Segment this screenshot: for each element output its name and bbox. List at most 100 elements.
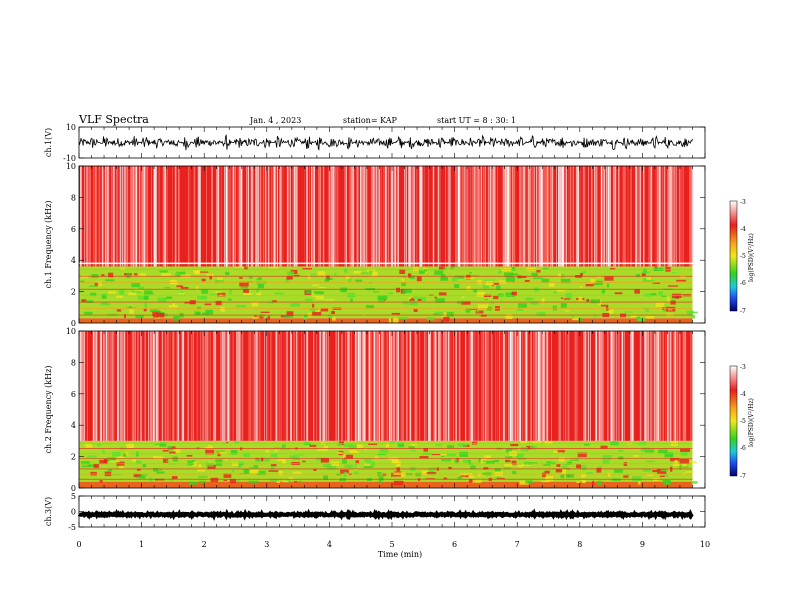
ch1-spectrogram-streak xyxy=(471,166,474,267)
ch1-spectrogram-streak xyxy=(231,166,233,267)
start-time-label: start UT = 8 : 30: 1 xyxy=(437,116,516,125)
x-tick-label: 10 xyxy=(700,540,710,549)
ch2-spectrogram-texture xyxy=(446,453,456,457)
ch1-spectrogram-streak xyxy=(568,166,570,267)
ch2-spectrogram-streak xyxy=(176,331,177,441)
ch1-spectrogram-streak xyxy=(532,166,534,267)
ch1-spectrogram-streak xyxy=(147,166,148,267)
ch2-spectrogram-texture xyxy=(93,463,100,468)
ch1-spectrogram-texture xyxy=(236,304,246,308)
ch1-spectrogram-texture xyxy=(636,274,640,277)
ch2-spectrogram-streak xyxy=(337,331,340,441)
ch1-spectrogram-streak xyxy=(104,166,105,267)
ch2-spectrogram-texture xyxy=(392,458,399,464)
ch2-spectrogram-streak xyxy=(610,331,612,441)
ch1-spectrogram-streak xyxy=(390,166,392,267)
ch1-spectrogram-streak xyxy=(105,166,107,267)
ch1-spectrogram-streak xyxy=(146,166,147,267)
ch2-spectrogram-texture xyxy=(480,459,484,464)
ch2-spectrogram-texture xyxy=(106,457,115,462)
ch1-spectrogram-streak xyxy=(293,166,295,267)
ch1-spectrogram-streak xyxy=(559,166,561,267)
ch2-spectrogram-streak xyxy=(611,331,613,441)
ch2-spectrogram-ylabel: ch.2 Frequency (kHz) xyxy=(44,366,53,454)
ch1-spectrogram-streak xyxy=(613,166,615,267)
ch1-spectrogram-texture xyxy=(131,283,140,288)
ch2-spectrogram-texture xyxy=(576,464,581,469)
ch2-spectrogram-texture xyxy=(426,472,437,475)
ch2-spectrogram-texture xyxy=(256,470,266,476)
ch2-spectrogram-texture xyxy=(546,461,552,465)
ch2-spectrogram-texture xyxy=(109,460,120,463)
ch1-spectrogram-streak xyxy=(465,166,467,267)
ch2-spectrogram-streak xyxy=(169,331,172,441)
ch2-spectrogram-texture xyxy=(580,465,587,470)
ch1-spectrogram-streak xyxy=(570,166,572,267)
ch1-spectrogram-texture xyxy=(643,268,647,274)
ch1-spectrogram-texture xyxy=(246,281,254,283)
ch2-spectrogram-texture xyxy=(118,466,124,469)
ch1-spectrogram-texture xyxy=(552,305,557,311)
ch2-spectrogram-texture xyxy=(496,478,505,480)
ch2-spectrogram-streak xyxy=(542,331,544,441)
ch2-spectrogram-streak xyxy=(280,331,282,441)
ch1-spectrogram-streak xyxy=(423,166,425,267)
ch1-spectrogram-texture xyxy=(408,273,412,277)
ch2-spectrogram-ytick-label: 8 xyxy=(71,358,76,367)
ch2-spectrogram-texture xyxy=(658,449,668,454)
ch3-waveform-panel: 50-5ch.3(V)0 1 2 3 4 5 6 7 8 9 10 xyxy=(44,492,710,549)
ch1-spectrogram-streak xyxy=(519,166,521,267)
ch2-spectrogram-texture xyxy=(270,453,278,458)
ch1-spectrogram-texture xyxy=(424,269,428,272)
ch2-spectrogram-texture xyxy=(424,472,429,474)
ch1-spectrogram-streak xyxy=(306,166,308,267)
ch2-spectrogram-texture xyxy=(317,448,327,452)
ch1-spectrogram-streak xyxy=(529,166,532,267)
x-tick-label: 7 xyxy=(515,540,520,549)
ch1-spectrogram-texture xyxy=(302,268,312,270)
ch2-spectrogram-streak xyxy=(393,331,395,441)
ch2-spectrogram-texture xyxy=(447,445,455,449)
ch1-spectrogram-streak xyxy=(533,166,535,267)
ch1-spectrogram-streak xyxy=(240,166,242,267)
ch2-spectrogram-streak xyxy=(389,331,391,441)
ch2-spectrogram-texture xyxy=(88,464,98,467)
ch1-spectrogram-streak xyxy=(101,166,102,267)
ch2-spectrogram-texture xyxy=(167,446,173,451)
ch1-spectrogram-texture xyxy=(496,285,501,291)
ch2-spectrogram-texture xyxy=(207,464,216,469)
ch1-spectrogram-texture xyxy=(344,268,348,273)
ch2-spectrogram-texture xyxy=(320,458,329,463)
ch1-spectrogram-streak xyxy=(622,166,624,267)
ch2-spectrogram-streak xyxy=(117,331,119,441)
ch2-spectrogram-texture xyxy=(87,455,97,458)
ch2-spectrogram-streak xyxy=(94,331,96,441)
ch2-spectrogram-streak xyxy=(113,331,115,441)
ch1-spectrogram-streak xyxy=(420,166,423,267)
ch1-spectrogram-texture xyxy=(585,284,594,287)
ch2-spectrogram-streak xyxy=(306,331,308,441)
ch2-spectrogram-streak xyxy=(557,331,559,441)
ch1-spectrogram-texture xyxy=(201,312,209,315)
ch2-spectrogram-texture xyxy=(640,447,650,452)
ch2-spectrogram-streak xyxy=(673,331,675,441)
ch2-spectrogram-streak xyxy=(491,331,493,441)
ch1-spectrogram-streak xyxy=(335,166,337,267)
ch1-spectrogram-streak xyxy=(375,166,377,267)
ch2-spectrogram-texture xyxy=(309,444,317,447)
x-tick-label: 3 xyxy=(264,540,269,549)
ch2-spectrogram-streak xyxy=(383,331,385,441)
ch1-spectrogram-streak xyxy=(332,166,334,267)
ch2-spectrogram-texture xyxy=(85,445,93,448)
x-tick-label: 6 xyxy=(452,540,457,549)
ch2-spectrogram-streak xyxy=(280,331,282,441)
ch1-spectrogram-texture xyxy=(210,293,218,295)
ch1-spectrogram-streak xyxy=(681,166,682,267)
ch2-spectrogram-ytick-label: 2 xyxy=(71,453,76,462)
ch1-spectrogram-streak xyxy=(529,166,531,267)
ch1-waveform-trace xyxy=(78,133,693,151)
ch1-spectrogram-texture xyxy=(304,315,308,318)
ch2-spectrogram-texture xyxy=(411,450,416,452)
ch1-spectrogram-streak xyxy=(475,166,477,267)
ch1-spectrogram-texture xyxy=(667,297,670,302)
